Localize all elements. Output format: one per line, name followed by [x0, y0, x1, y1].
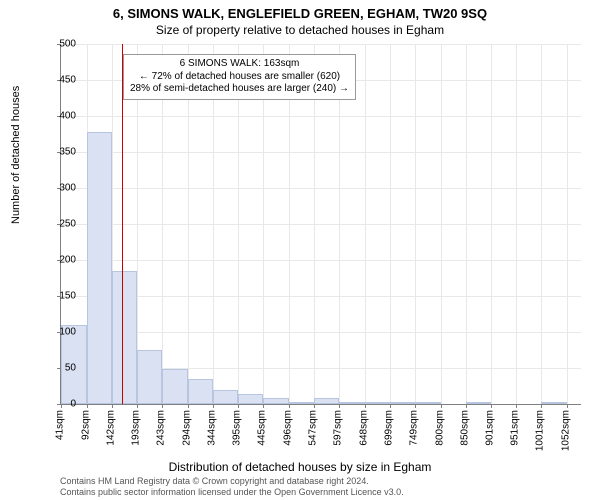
xtick-label: 901sqm: [485, 410, 496, 446]
xtick-mark: [339, 404, 340, 408]
xtick-label: 850sqm: [459, 410, 470, 446]
xtick-label: 496sqm: [282, 410, 293, 446]
xtick-label: 445sqm: [257, 410, 268, 446]
xtick-mark: [188, 404, 189, 408]
xtick-label: 648sqm: [358, 410, 369, 446]
gridline-h: [61, 332, 581, 333]
xtick-mark: [415, 404, 416, 408]
xtick-mark: [213, 404, 214, 408]
gridline-v: [516, 44, 517, 404]
xtick-mark: [87, 404, 88, 408]
xtick-label: 92sqm: [80, 410, 91, 440]
ytick-label: 250: [36, 219, 76, 230]
gridline-h: [61, 152, 581, 153]
xtick-label: 142sqm: [105, 410, 116, 446]
histogram-bar: [137, 350, 162, 404]
chart-subtitle: Size of property relative to detached ho…: [0, 21, 600, 37]
xtick-mark: [390, 404, 391, 408]
x-axis-label: Distribution of detached houses by size …: [0, 460, 600, 474]
gridline-h: [61, 260, 581, 261]
xtick-mark: [238, 404, 239, 408]
xtick-label: 1052sqm: [560, 410, 571, 451]
xtick-label: 41sqm: [55, 410, 66, 440]
ytick-label: 350: [36, 147, 76, 158]
gridline-v: [567, 44, 568, 404]
xtick-label: 951sqm: [510, 410, 521, 446]
gridline-v: [466, 44, 467, 404]
gridline-v: [441, 44, 442, 404]
histogram-bar: [339, 402, 365, 404]
attribution-line-2: Contains public sector information licen…: [60, 487, 404, 498]
histogram-bar: [188, 379, 213, 404]
gridline-h: [61, 116, 581, 117]
histogram-bar: [238, 394, 263, 404]
histogram-bar: [390, 402, 415, 404]
xtick-mark: [314, 404, 315, 408]
xtick-mark: [365, 404, 366, 408]
ytick-label: 400: [36, 111, 76, 122]
histogram-bar: [314, 398, 339, 404]
ytick-label: 200: [36, 255, 76, 266]
histogram-bar: [541, 402, 567, 404]
ytick-label: 0: [36, 399, 76, 410]
histogram-bar: [289, 402, 315, 404]
annotation-box: 6 SIMONS WALK: 163sqm← 72% of detached h…: [123, 54, 356, 100]
gridline-v: [541, 44, 542, 404]
xtick-label: 1001sqm: [535, 410, 546, 451]
histogram-bar: [87, 132, 112, 404]
gridline-v: [365, 44, 366, 404]
annotation-line-1: 6 SIMONS WALK: 163sqm: [130, 58, 349, 71]
histogram-bar: [365, 402, 391, 404]
gridline-v: [491, 44, 492, 404]
xtick-mark: [516, 404, 517, 408]
xtick-mark: [263, 404, 264, 408]
gridline-h: [61, 188, 581, 189]
xtick-label: 800sqm: [434, 410, 445, 446]
xtick-label: 243sqm: [156, 410, 167, 446]
xtick-mark: [137, 404, 138, 408]
xtick-label: 597sqm: [333, 410, 344, 446]
xtick-label: 193sqm: [131, 410, 142, 446]
gridline-h: [61, 44, 581, 45]
histogram-bar: [415, 402, 441, 404]
histogram-bar: [263, 398, 289, 404]
ytick-label: 300: [36, 183, 76, 194]
xtick-label: 344sqm: [206, 410, 217, 446]
xtick-mark: [112, 404, 113, 408]
attribution-line-1: Contains HM Land Registry data © Crown c…: [60, 476, 404, 487]
xtick-mark: [567, 404, 568, 408]
xtick-label: 749sqm: [409, 410, 420, 446]
xtick-mark: [541, 404, 542, 408]
xtick-label: 699sqm: [384, 410, 395, 446]
gridline-v: [390, 44, 391, 404]
histogram-bar: [162, 369, 188, 404]
chart-title: 6, SIMONS WALK, ENGLEFIELD GREEN, EGHAM,…: [0, 0, 600, 21]
gridline-v: [415, 44, 416, 404]
annotation-line-3: 28% of semi-detached houses are larger (…: [130, 83, 349, 96]
plot-area: 6 SIMONS WALK: 163sqm← 72% of detached h…: [60, 44, 581, 405]
ytick-label: 500: [36, 39, 76, 50]
xtick-mark: [289, 404, 290, 408]
xtick-label: 294sqm: [181, 410, 192, 446]
xtick-label: 395sqm: [232, 410, 243, 446]
ytick-label: 150: [36, 291, 76, 302]
y-axis-label: Number of detached houses: [10, 86, 22, 224]
gridline-h: [61, 224, 581, 225]
histogram-bar: [213, 390, 239, 404]
gridline-h: [61, 296, 581, 297]
attribution-text: Contains HM Land Registry data © Crown c…: [60, 476, 404, 498]
ytick-label: 100: [36, 327, 76, 338]
xtick-mark: [466, 404, 467, 408]
ytick-label: 50: [36, 363, 76, 374]
xtick-label: 547sqm: [308, 410, 319, 446]
xtick-mark: [441, 404, 442, 408]
xtick-mark: [162, 404, 163, 408]
ytick-label: 450: [36, 75, 76, 86]
xtick-mark: [491, 404, 492, 408]
histogram-bar: [466, 402, 492, 404]
histogram-bar: [112, 271, 138, 404]
annotation-line-2: ← 72% of detached houses are smaller (62…: [130, 71, 349, 84]
